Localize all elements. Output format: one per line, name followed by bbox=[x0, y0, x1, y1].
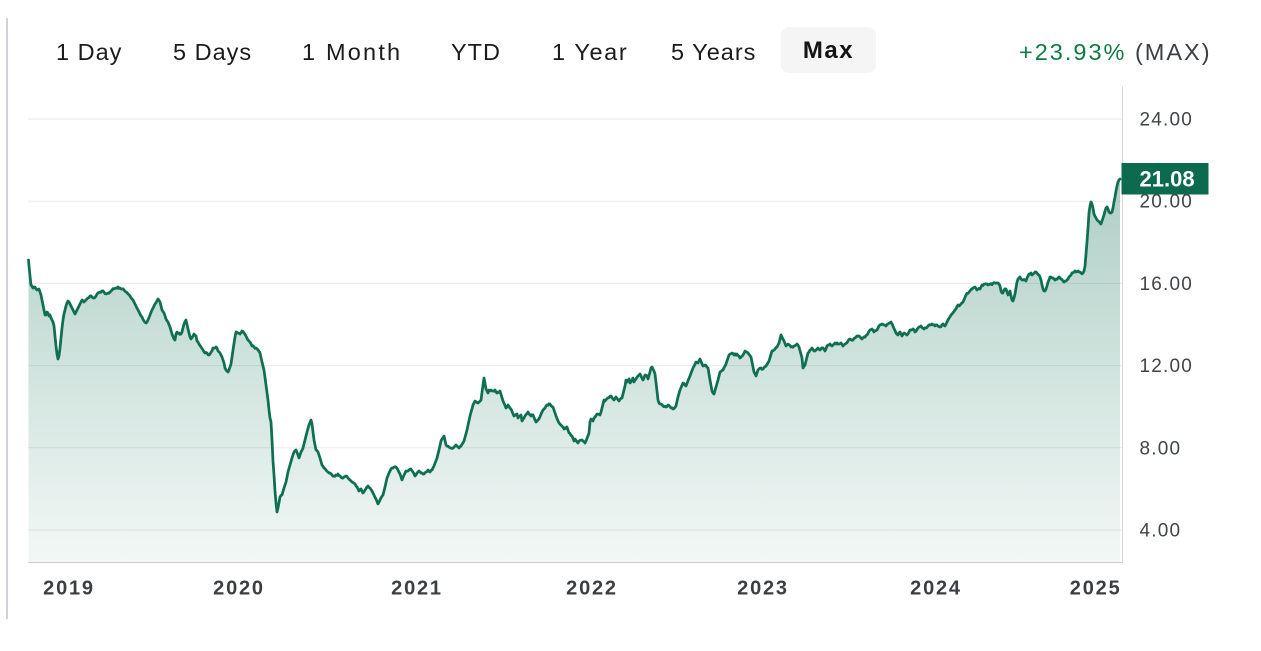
svg-text:20.00: 20.00 bbox=[1140, 192, 1194, 213]
svg-text:4.00: 4.00 bbox=[1140, 521, 1182, 542]
svg-text:2020: 2020 bbox=[213, 578, 265, 600]
svg-text:2025: 2025 bbox=[1070, 578, 1122, 600]
svg-text:21.08: 21.08 bbox=[1140, 167, 1195, 192]
svg-text:2021: 2021 bbox=[391, 578, 443, 600]
svg-text:2024: 2024 bbox=[910, 578, 962, 600]
svg-text:2023: 2023 bbox=[737, 578, 789, 600]
svg-text:24.00: 24.00 bbox=[1140, 110, 1194, 131]
svg-text:2022: 2022 bbox=[566, 578, 618, 600]
svg-text:16.00: 16.00 bbox=[1140, 274, 1194, 295]
svg-text:12.00: 12.00 bbox=[1140, 356, 1194, 377]
svg-text:8.00: 8.00 bbox=[1140, 438, 1182, 459]
svg-text:2019: 2019 bbox=[43, 578, 95, 600]
